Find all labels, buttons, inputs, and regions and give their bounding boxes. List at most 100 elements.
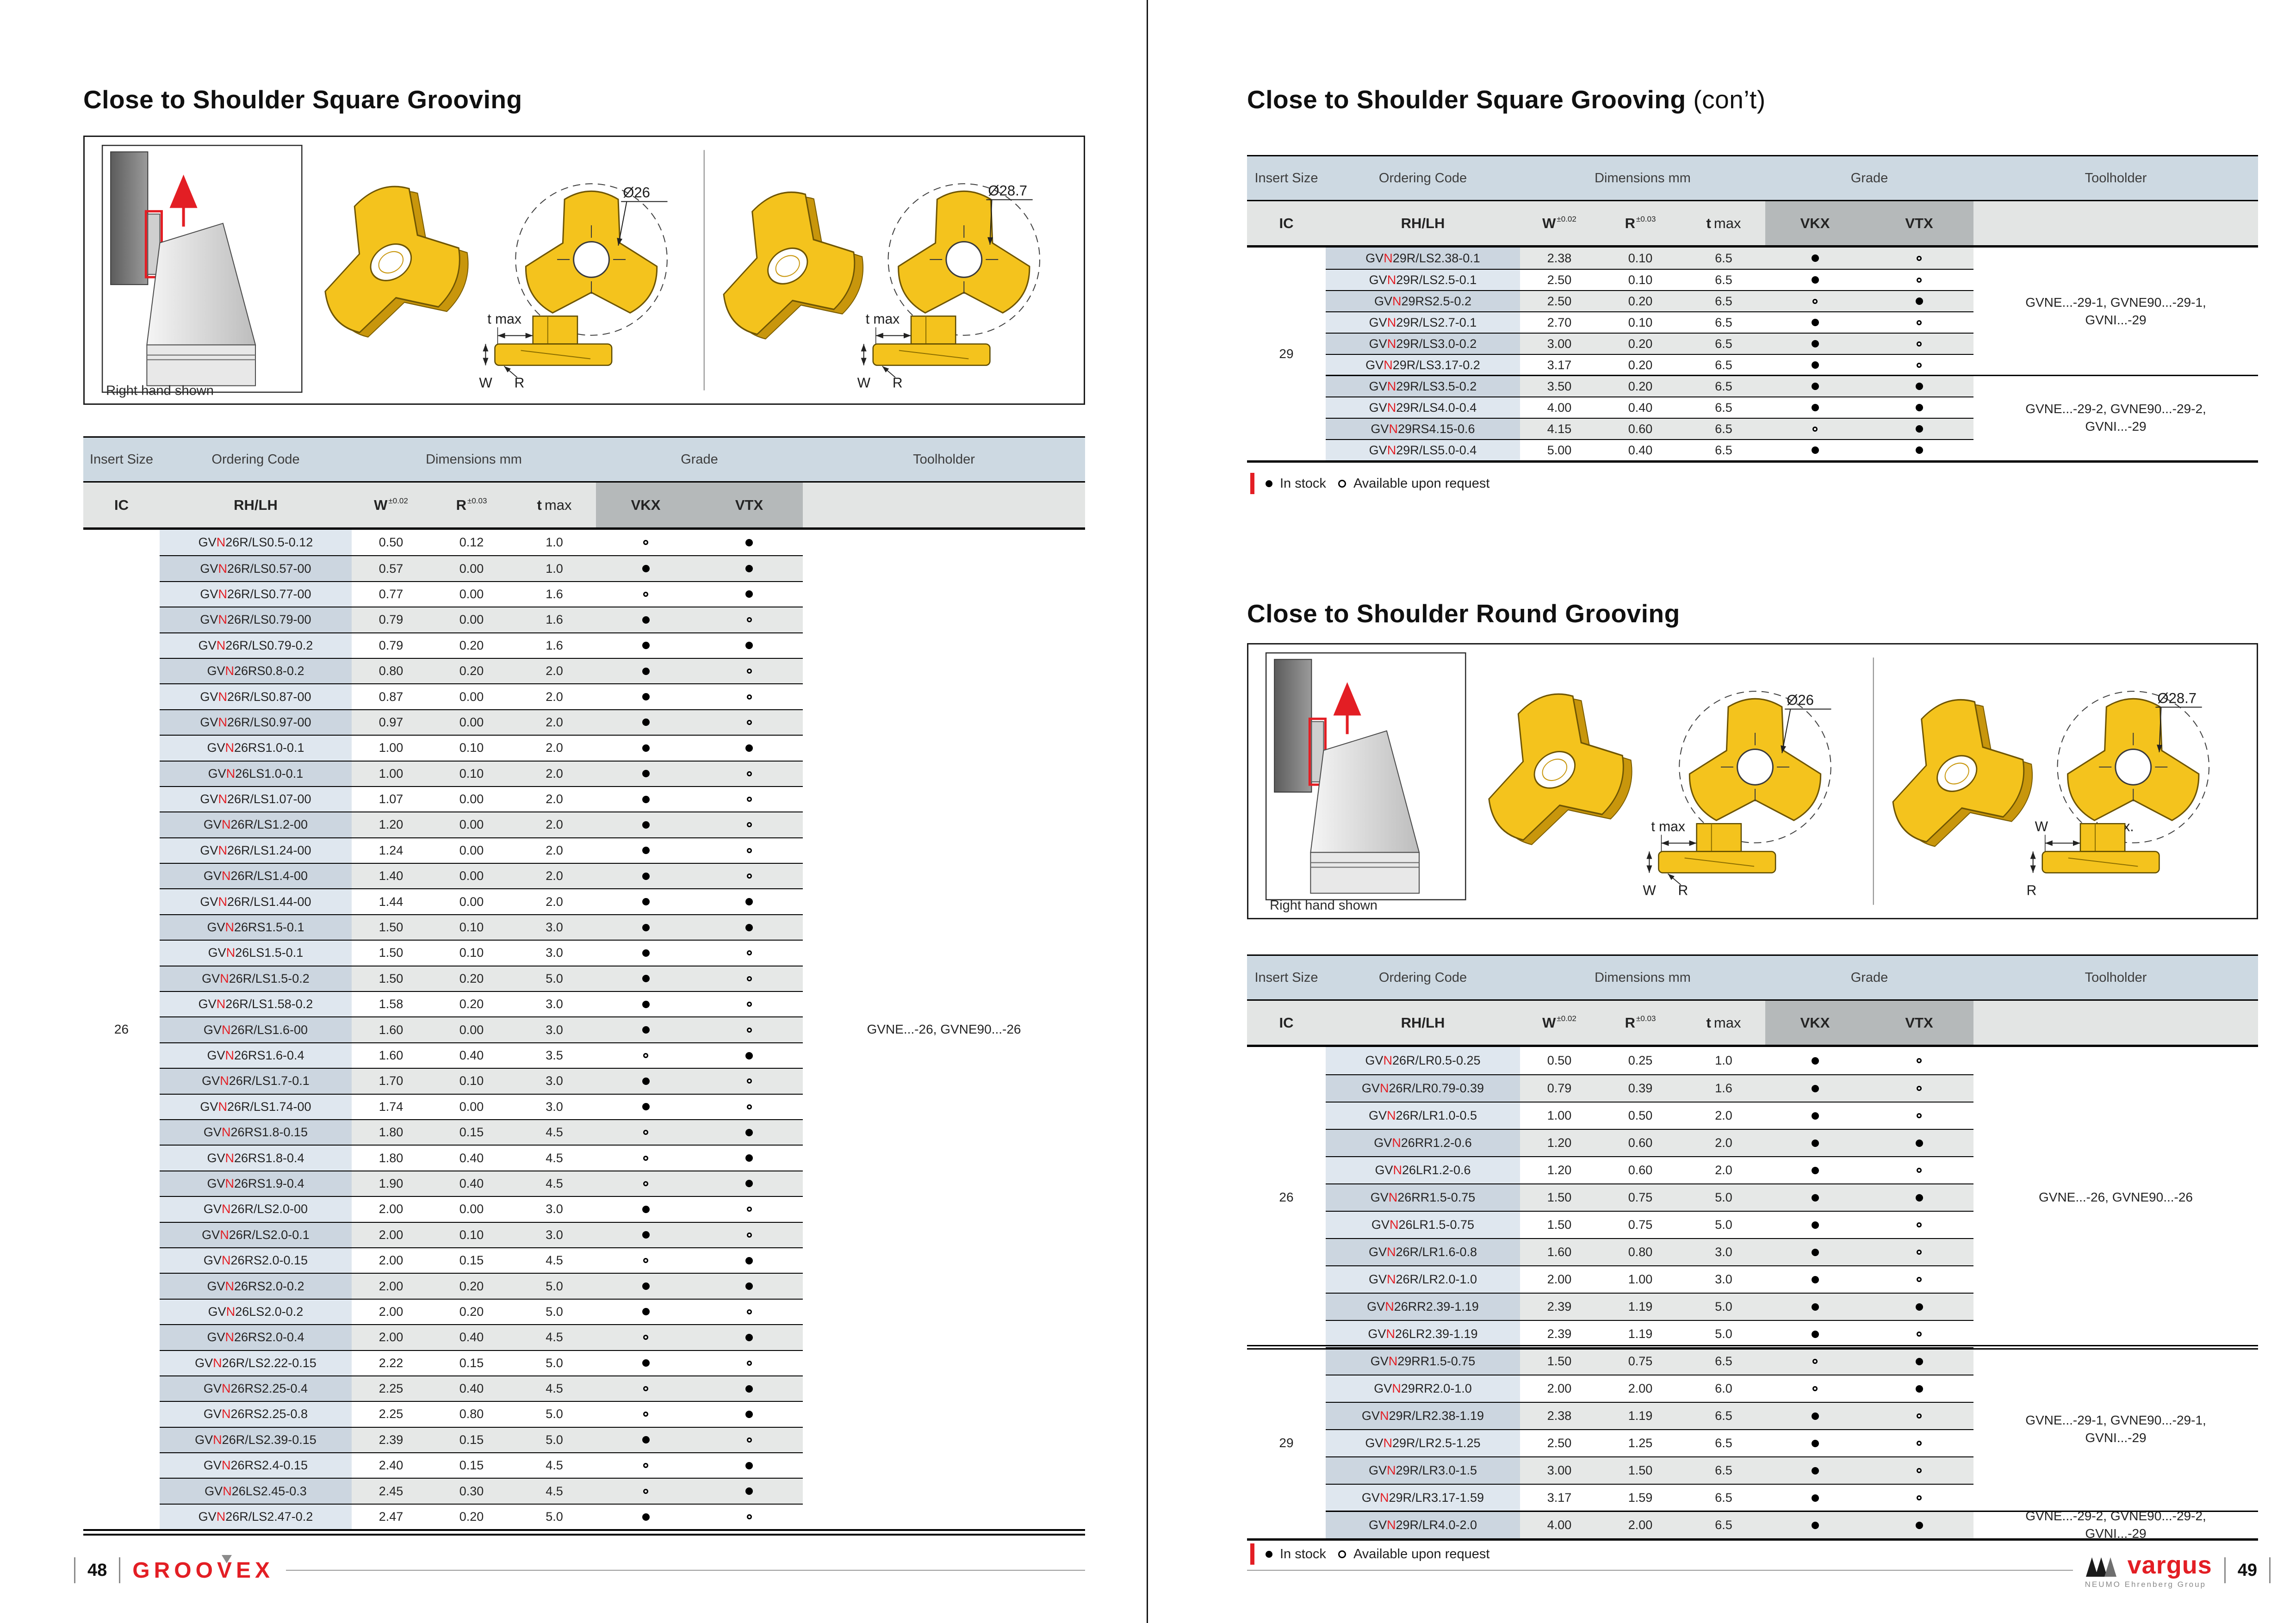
grade-dot-filled [642, 667, 650, 675]
table-row: GV N 26RS2.0-0.2 2.00 0.20 5.0 [83, 1273, 1085, 1299]
column-label: IC [83, 483, 160, 527]
grade-dot-open [1917, 341, 1922, 347]
column-label: R ±0.03 [1599, 1001, 1682, 1045]
cell-grade-vtx [695, 1479, 803, 1503]
cell-grade-vtx [695, 633, 803, 658]
cell-tmax: 6.5 [1715, 400, 1732, 415]
table-row: GV N 29R/LS2.5-0.1 2.50 0.10 6.5 [1247, 269, 2258, 290]
grade-dot-open [1812, 298, 1818, 304]
table-row: GV N 29R/LS2.7-0.1 2.70 0.10 6.5 [1247, 311, 2258, 333]
table-group-header: Insert Size Ordering Code Dimensions mm Gra… [1247, 954, 2258, 1001]
cell-r: 0.00 [459, 715, 484, 729]
cell-r: 0.20 [459, 664, 484, 678]
cell-r: 0.20 [459, 997, 484, 1011]
cell-r: 0.15 [459, 1458, 484, 1473]
table-row: GV N 29R/LR3.17-1.59 3.17 1.59 6.5 [1247, 1484, 2258, 1511]
grade-dot-open [1338, 1550, 1346, 1558]
cell-w: 1.20 [1547, 1136, 1572, 1150]
stock-legend: In stock Available upon request [1250, 473, 1489, 494]
cell-grade-vkx [596, 530, 695, 555]
cell-grade-vkx [596, 762, 695, 786]
insert-size-label: 26 [1279, 1189, 1294, 1204]
insert-outline-circle [2057, 691, 2210, 843]
cell-ordering-code: GV N 29RS2.5-0.2 [1326, 291, 1520, 311]
cell-ordering-code: GV N 26RS1.8-0.4 [160, 1146, 352, 1171]
cell-grade-vtx [695, 1146, 803, 1170]
grade-dot-open [746, 1360, 752, 1366]
insert-side-view-icon [2079, 823, 2126, 852]
cell-ordering-code: GV N 26R/LS0.5-0.12 [160, 530, 352, 556]
cell-r: 0.00 [459, 613, 484, 627]
insert-3d-view-icon [1488, 693, 1632, 845]
cell-ordering-code: GV N 26LR1.2-0.6 [1326, 1157, 1520, 1183]
cell-r: 0.10 [1628, 273, 1653, 287]
cell-w: 2.50 [1547, 1436, 1572, 1450]
cell-ordering-code: GV N 26LR1.5-0.75 [1326, 1212, 1520, 1238]
dimension-label: t max [1651, 819, 1685, 834]
cell-grade-vtx [695, 1376, 803, 1401]
cell-grade-vkx [596, 1017, 695, 1042]
table-row: GV N 26RS1.6-0.4 1.60 0.40 3.5 [83, 1042, 1085, 1068]
cell-ordering-code: GV N 26R/LS0.97-00 [160, 710, 352, 735]
grade-dot-filled [745, 1333, 753, 1341]
cell-r: 0.40 [1628, 400, 1653, 415]
cell-grade-vtx [1865, 1512, 1973, 1538]
cell-grade-vkx [596, 1428, 695, 1452]
cell-grade-vtx [695, 710, 803, 735]
insert-size-label: 29 [1279, 1435, 1294, 1450]
cell-ordering-code: GV N 26R/LS1.5-0.2 [160, 966, 352, 991]
grade-dot-open [746, 873, 752, 879]
cell-ordering-code: GV N 26R/LR2.0-1.0 [1326, 1266, 1520, 1293]
cell-ordering-code: GV N 26RS2.4-0.15 [160, 1453, 352, 1478]
grade-dot-open [746, 976, 752, 981]
cell-grade-vkx [596, 1223, 695, 1247]
table-sub-header: IC RH/LH W ±0.02 R ±0.03 t max VKX VTX [1247, 201, 2258, 248]
cell-grade-vkx [1765, 1075, 1865, 1102]
cell-grade-vkx [1765, 1103, 1865, 1129]
table-row: GV N 26LS2.45-0.3 2.45 0.30 4.5 [83, 1478, 1085, 1504]
cell-grade-vtx [695, 762, 803, 786]
grade-dot-open [643, 1130, 648, 1135]
cell-grade-vkx [1765, 270, 1865, 290]
grade-dot-open [643, 1463, 648, 1468]
column-label: W ±0.02 [1520, 201, 1599, 245]
cell-w: 4.15 [1547, 421, 1572, 436]
cell-r: 0.00 [459, 843, 484, 857]
cell-r: 0.75 [1628, 1190, 1653, 1204]
cell-grade-vtx [1865, 376, 1973, 396]
cell-grade-vtx [1865, 1075, 1973, 1102]
cell-tmax: 4.5 [546, 1125, 563, 1140]
cell-tmax: 5.0 [546, 1432, 563, 1447]
cell-ordering-code: GV N 26RS1.8-0.15 [160, 1120, 352, 1145]
table-row: GV N 26R/LR0.5-0.25 0.50 0.25 1.0 [1247, 1047, 2258, 1074]
grade-dot-open [746, 771, 752, 776]
insert-side-view-icon [910, 316, 956, 345]
grade-dot-filled [642, 1282, 650, 1290]
cell-w: 2.00 [1547, 1272, 1572, 1286]
cell-grade-vkx [596, 1069, 695, 1093]
cell-ordering-code: GV N 26R/LS2.0-00 [160, 1197, 352, 1222]
grade-dot-filled [642, 975, 650, 983]
cell-w: 2.39 [1547, 1327, 1572, 1341]
grade-dot-open [1917, 1250, 1922, 1255]
cell-w: 2.25 [379, 1381, 403, 1396]
cell-ordering-code: GV N 26R/LR1.6-0.8 [1326, 1239, 1520, 1265]
grade-dot-open [1917, 1468, 1922, 1473]
cell-r: 1.19 [1628, 1327, 1653, 1341]
grade-dot-open [1917, 362, 1922, 368]
cell-tmax: 2.0 [546, 689, 563, 704]
grade-dot-open [643, 1053, 648, 1058]
cell-w: 2.39 [1547, 1300, 1572, 1313]
column-group-label: Grade [681, 452, 718, 467]
footer-divider-bar [2224, 1557, 2226, 1583]
column-label: W ±0.02 [352, 483, 430, 527]
cell-r: 0.12 [459, 535, 484, 550]
grade-dot-filled [1811, 1494, 1819, 1502]
cell-r: 0.10 [459, 741, 484, 755]
grade-dot-open [643, 1335, 648, 1340]
cell-grade-vkx [596, 582, 695, 607]
cell-grade-vtx [1865, 1184, 1973, 1211]
table-row: GV N 26LR1.5-0.75 1.50 0.75 5.0 [1247, 1211, 2258, 1238]
cell-w: 0.50 [379, 535, 403, 550]
toolholder-label: GVNE...-29-1, GVNE90...-29-1, GVNI...-29 [2025, 295, 2206, 327]
